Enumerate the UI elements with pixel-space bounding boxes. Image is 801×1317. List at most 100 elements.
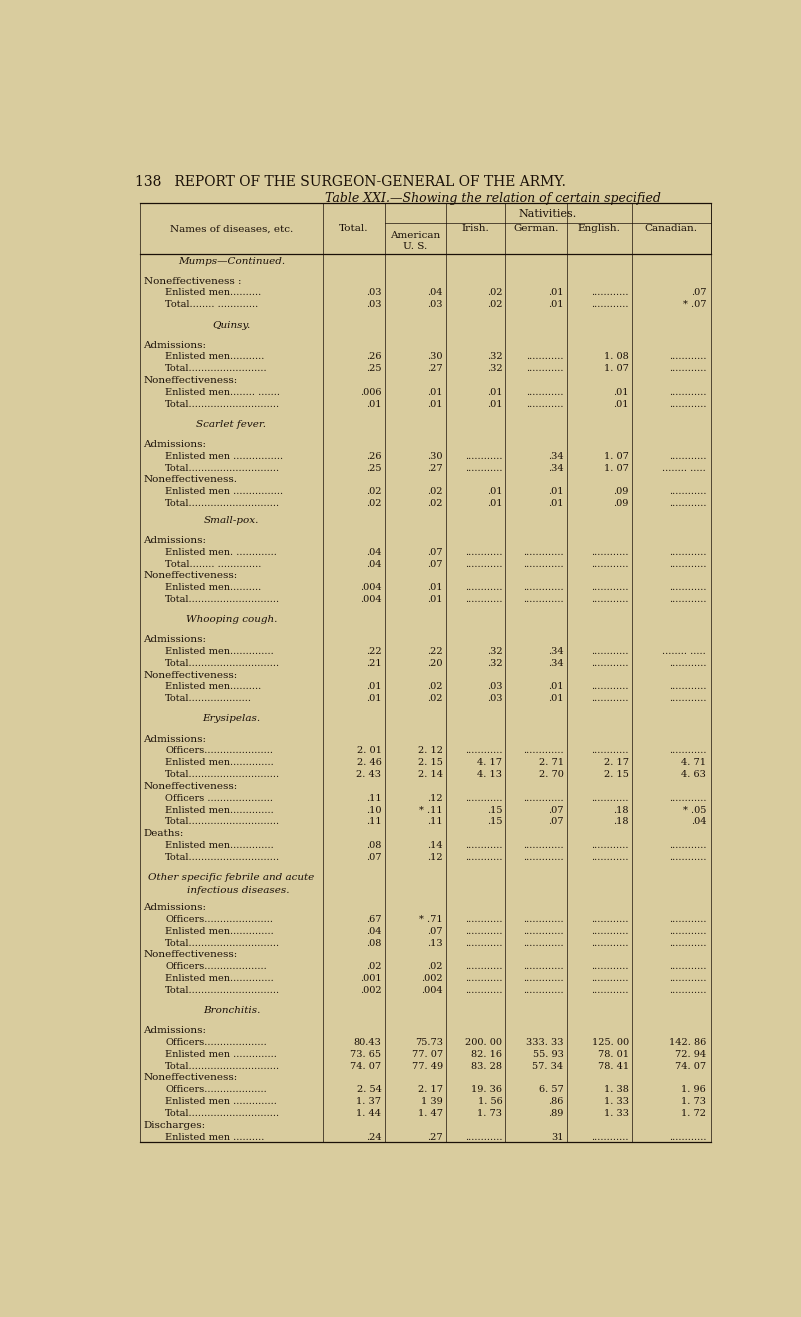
Text: Enlisted men ..........: Enlisted men ..........	[165, 1133, 264, 1142]
Text: .03: .03	[427, 300, 443, 309]
Text: .............: .............	[523, 794, 564, 802]
Text: ............: ............	[669, 452, 706, 461]
Text: U. S.: U. S.	[403, 242, 427, 250]
Text: .34: .34	[548, 464, 564, 473]
Text: Enlisted men. .............: Enlisted men. .............	[165, 548, 277, 557]
Text: ............: ............	[591, 300, 629, 309]
Text: .01: .01	[548, 694, 564, 703]
Text: .14: .14	[427, 842, 443, 849]
Text: ............: ............	[669, 694, 706, 703]
Text: ............: ............	[669, 595, 706, 605]
Text: ............: ............	[669, 400, 706, 408]
Text: ............: ............	[465, 842, 502, 849]
Text: 138   REPORT OF THE SURGEON-GENERAL OF THE ARMY.: 138 REPORT OF THE SURGEON-GENERAL OF THE…	[135, 175, 566, 188]
Text: .11: .11	[427, 818, 443, 827]
Text: .12: .12	[427, 853, 443, 861]
Text: Officers....................: Officers....................	[165, 961, 267, 971]
Text: .01: .01	[548, 487, 564, 497]
Text: Enlisted men ................: Enlisted men ................	[165, 487, 284, 497]
Text: Enlisted men..............: Enlisted men..............	[165, 759, 274, 768]
Text: ............: ............	[669, 975, 706, 982]
Text: 2. 71: 2. 71	[538, 759, 564, 768]
Text: ............: ............	[465, 595, 502, 605]
Text: Noneffectiveness:: Noneffectiveness:	[143, 377, 238, 385]
Text: 1. 72: 1. 72	[681, 1109, 706, 1118]
Text: 77. 07: 77. 07	[412, 1050, 443, 1059]
Text: 82. 16: 82. 16	[471, 1050, 502, 1059]
Text: ............: ............	[591, 927, 629, 935]
Text: ............: ............	[591, 583, 629, 593]
Text: .02: .02	[427, 499, 443, 508]
Text: ............: ............	[591, 853, 629, 861]
Text: ............: ............	[465, 961, 502, 971]
Text: 72. 94: 72. 94	[675, 1050, 706, 1059]
Text: .01: .01	[614, 400, 629, 408]
Text: .............: .............	[523, 853, 564, 861]
Text: Enlisted men..........: Enlisted men..........	[165, 583, 261, 593]
Text: 2. 43: 2. 43	[356, 770, 381, 780]
Text: ............: ............	[465, 975, 502, 982]
Text: .04: .04	[690, 818, 706, 827]
Text: 1. 47: 1. 47	[417, 1109, 443, 1118]
Text: .09: .09	[614, 499, 629, 508]
Text: .27: .27	[427, 365, 443, 373]
Text: Enlisted men ..............: Enlisted men ..............	[165, 1050, 277, 1059]
Text: .01: .01	[427, 387, 443, 396]
Text: .01: .01	[487, 487, 502, 497]
Text: Enlisted men..............: Enlisted men..............	[165, 647, 274, 656]
Text: ............: ............	[669, 365, 706, 373]
Text: 1 39: 1 39	[421, 1097, 443, 1106]
Text: .07: .07	[366, 853, 381, 861]
Text: Enlisted men..............: Enlisted men..............	[165, 975, 274, 982]
Text: ............: ............	[591, 595, 629, 605]
Text: .22: .22	[366, 647, 381, 656]
Text: .27: .27	[427, 1133, 443, 1142]
Text: ............: ............	[526, 365, 564, 373]
Text: .32: .32	[487, 658, 502, 668]
Text: Officers....................: Officers....................	[165, 1085, 267, 1094]
Text: .02: .02	[487, 300, 502, 309]
Text: 1. 96: 1. 96	[682, 1085, 706, 1094]
Text: .04: .04	[366, 927, 381, 935]
Text: .10: .10	[366, 806, 381, 814]
Text: .02: .02	[427, 682, 443, 691]
Text: Officers....................: Officers....................	[165, 1038, 267, 1047]
Text: ............: ............	[669, 387, 706, 396]
Text: Enlisted men...........: Enlisted men...........	[165, 353, 264, 361]
Text: Admissions:: Admissions:	[143, 536, 207, 545]
Text: ............: ............	[465, 560, 502, 569]
Text: 2. 17: 2. 17	[417, 1085, 443, 1094]
Text: .01: .01	[427, 400, 443, 408]
Text: 78. 41: 78. 41	[598, 1062, 629, 1071]
Text: .04: .04	[366, 548, 381, 557]
Text: ............: ............	[669, 927, 706, 935]
Text: Officers .....................: Officers .....................	[165, 794, 273, 802]
Text: .02: .02	[427, 961, 443, 971]
Text: ............: ............	[591, 288, 629, 298]
Text: ............: ............	[465, 853, 502, 861]
Text: ............: ............	[669, 915, 706, 923]
Text: Noneffectiveness:: Noneffectiveness:	[143, 782, 238, 792]
Text: ............: ............	[591, 560, 629, 569]
Text: Enlisted men ..............: Enlisted men ..............	[165, 1097, 277, 1106]
Text: .............: .............	[523, 961, 564, 971]
Text: .02: .02	[487, 288, 502, 298]
Text: 4. 17: 4. 17	[477, 759, 502, 768]
Text: Admissions:: Admissions:	[143, 903, 207, 911]
Text: .01: .01	[366, 400, 381, 408]
Text: Enlisted men ................: Enlisted men ................	[165, 452, 284, 461]
Text: .21: .21	[366, 658, 381, 668]
Text: ............: ............	[465, 915, 502, 923]
Text: Noneffectiveness:: Noneffectiveness:	[143, 1073, 238, 1083]
Text: .02: .02	[366, 499, 381, 508]
Text: infectious diseases.: infectious diseases.	[174, 886, 289, 896]
Text: .............: .............	[523, 915, 564, 923]
Text: Total.............................: Total.............................	[165, 658, 280, 668]
Text: ............: ............	[669, 961, 706, 971]
Text: .............: .............	[523, 975, 564, 982]
Text: 142. 86: 142. 86	[669, 1038, 706, 1047]
Text: .............: .............	[523, 583, 564, 593]
Text: .12: .12	[427, 794, 443, 802]
Text: 2. 14: 2. 14	[417, 770, 443, 780]
Text: .002: .002	[421, 975, 443, 982]
